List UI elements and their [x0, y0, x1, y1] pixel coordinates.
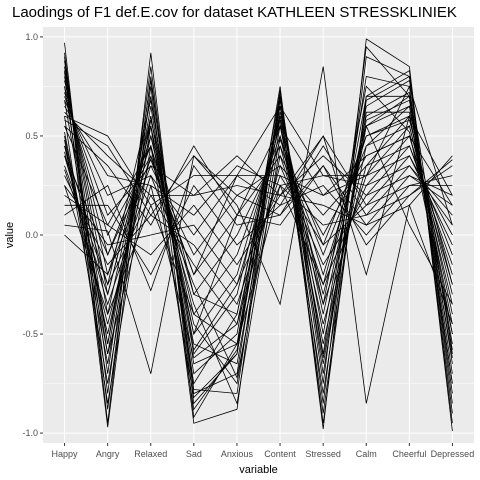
series-line-15: [64, 119, 453, 216]
x-tick-label: Calm: [356, 449, 377, 459]
x-tick-label: Cheerful: [392, 449, 426, 459]
x-tick-label: Anxious: [221, 449, 254, 459]
series-line-39: [64, 85, 453, 276]
x-axis: Happy Angry Relaxed Sad Anxious Content Stress…: [52, 443, 475, 459]
y-tick-label: 0.0: [25, 230, 38, 240]
x-tick-label: Sad: [186, 449, 202, 459]
x-tick-label: Angry: [96, 449, 120, 459]
series-line-13: [64, 111, 453, 206]
x-tick-label: Content: [264, 449, 296, 459]
series-lines: [64, 38, 453, 432]
series-line-30: [64, 115, 453, 277]
series-line-10: [64, 96, 453, 265]
x-tick-label: Depressed: [431, 449, 475, 459]
y-tick-label: 1.0: [25, 32, 38, 42]
series-line-40: [64, 45, 453, 410]
series-line-28: [64, 159, 453, 292]
series-line-20: [64, 115, 453, 385]
x-tick-label: Relaxed: [134, 449, 167, 459]
series-line-33: [64, 86, 453, 394]
series-line-34: [64, 99, 453, 411]
y-axis: -1.0 -0.5 0.0 0.5 1.0: [22, 32, 43, 438]
series-line-29: [64, 66, 453, 404]
y-axis-title: value: [4, 222, 16, 248]
x-tick-label: Stressed: [305, 449, 341, 459]
series-line-38: [64, 85, 453, 345]
series-line-31: [64, 69, 453, 428]
y-tick-label: -1.0: [22, 428, 38, 438]
x-tick-label: Happy: [52, 449, 79, 459]
y-tick-label: -0.5: [22, 329, 38, 339]
series-line-3: [64, 60, 453, 395]
series-line-32: [64, 75, 453, 414]
y-tick-label: 0.5: [25, 131, 38, 141]
x-axis-title: variable: [239, 464, 278, 476]
series-line-36: [64, 125, 453, 336]
chart-title: Laodings of F1 def.E.cov for dataset KAT…: [12, 4, 457, 21]
series-line-37: [64, 124, 453, 345]
